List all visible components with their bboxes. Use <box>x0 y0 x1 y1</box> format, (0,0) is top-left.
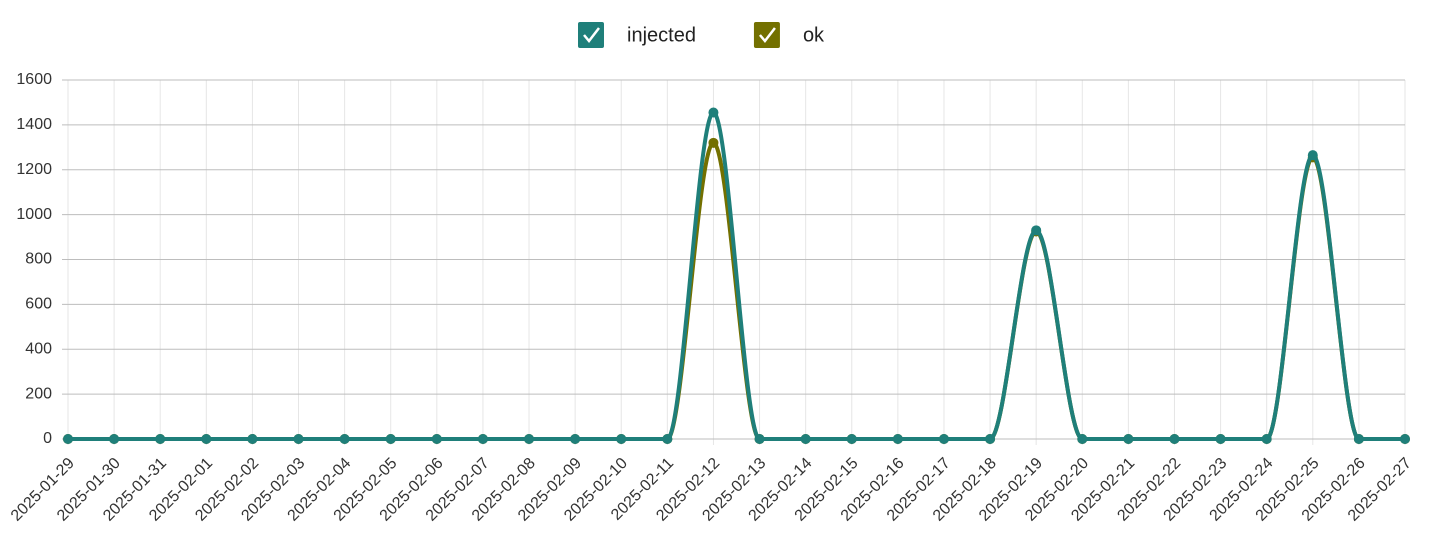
data-point <box>1123 434 1134 444</box>
data-point <box>846 434 857 444</box>
data-point <box>201 434 212 444</box>
y-tick-label: 1200 <box>16 161 52 178</box>
data-point <box>1307 150 1318 161</box>
data-point <box>985 434 996 444</box>
data-point <box>800 434 811 444</box>
y-tick-label: 600 <box>25 296 52 313</box>
data-point <box>892 434 903 444</box>
data-point <box>431 434 442 444</box>
data-point <box>616 434 627 444</box>
data-point <box>938 434 949 444</box>
legend-label[interactable]: injected <box>627 24 696 46</box>
data-point <box>155 434 166 444</box>
data-point <box>247 434 258 444</box>
data-point <box>662 434 673 444</box>
data-point <box>754 434 765 444</box>
data-point <box>1400 434 1410 444</box>
data-point <box>708 107 719 118</box>
data-point <box>477 434 488 444</box>
legend-check <box>758 27 776 43</box>
data-point <box>1169 434 1180 444</box>
data-point <box>570 434 581 444</box>
data-point <box>385 434 396 444</box>
data-point <box>524 434 535 444</box>
series-line <box>68 110 1405 441</box>
data-point <box>339 434 350 444</box>
y-tick-label: 200 <box>25 385 52 402</box>
legend-label[interactable]: ok <box>803 24 825 46</box>
y-tick-label: 0 <box>43 430 52 447</box>
data-point <box>1353 434 1364 444</box>
data-point <box>1031 225 1042 236</box>
data-point <box>109 434 120 444</box>
legend-check <box>583 27 600 43</box>
y-tick-label: 400 <box>25 340 52 357</box>
data-point <box>63 434 73 444</box>
data-point <box>1215 434 1226 444</box>
y-tick-label: 800 <box>25 251 52 268</box>
legend-item[interactable]: ok <box>753 22 825 48</box>
y-tick-label: 1400 <box>16 116 52 133</box>
data-point <box>293 434 304 444</box>
y-tick-label: 1600 <box>16 71 52 88</box>
data-point <box>1077 434 1088 444</box>
legend-checkbox[interactable] <box>578 22 604 48</box>
legend: injected ok <box>578 22 825 48</box>
data-point <box>1261 434 1272 444</box>
legend-item[interactable]: injected <box>578 22 696 48</box>
legend-checkbox[interactable] <box>753 22 780 48</box>
data-point <box>708 137 719 148</box>
y-tick-label: 1000 <box>16 206 52 223</box>
